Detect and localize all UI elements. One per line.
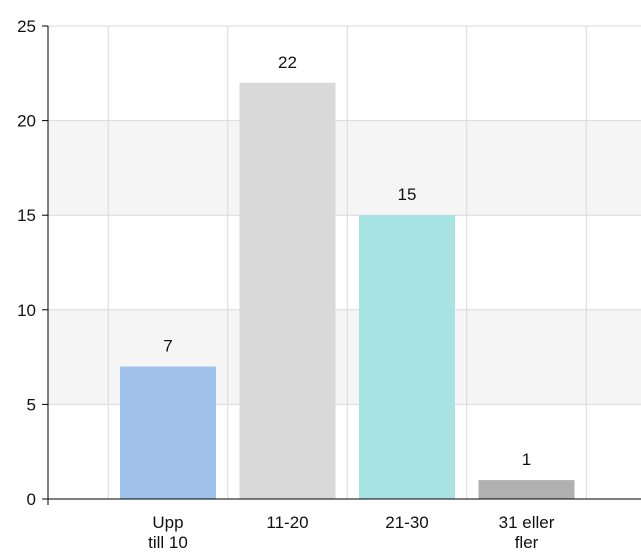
data-label: 22 — [278, 53, 297, 72]
bar-4 — [478, 480, 575, 499]
y-tick-label: 20 — [17, 112, 36, 131]
grid-band — [48, 120, 641, 216]
bar-3 — [359, 215, 455, 499]
y-tick-label: 10 — [17, 301, 36, 320]
x-category-label: 31 eller fler — [499, 513, 555, 552]
bar-1 — [120, 366, 216, 499]
y-tick-label: 15 — [17, 206, 36, 225]
background-bands — [48, 120, 641, 405]
bars — [120, 82, 575, 499]
bar-2 — [239, 82, 336, 499]
x-category-label: Upp till 10 — [148, 513, 188, 552]
data-label: 7 — [163, 337, 172, 356]
x-category-label: 11-20 — [266, 513, 308, 532]
axes — [42, 25, 641, 505]
x-category-label: 21-30 — [385, 513, 428, 532]
data-label: 1 — [522, 450, 531, 469]
y-tick-label: 0 — [27, 490, 36, 509]
data-label: 15 — [398, 185, 417, 204]
y-tick-labels: 0 5 10 15 20 25 — [17, 17, 36, 509]
y-tick-label: 5 — [27, 395, 36, 414]
gridlines — [48, 25, 641, 499]
y-tick-label: 25 — [17, 17, 36, 36]
data-labels: 7 22 15 1 — [163, 53, 531, 469]
x-category-labels: Upp till 10 11-20 21-30 31 eller fler — [148, 513, 555, 552]
